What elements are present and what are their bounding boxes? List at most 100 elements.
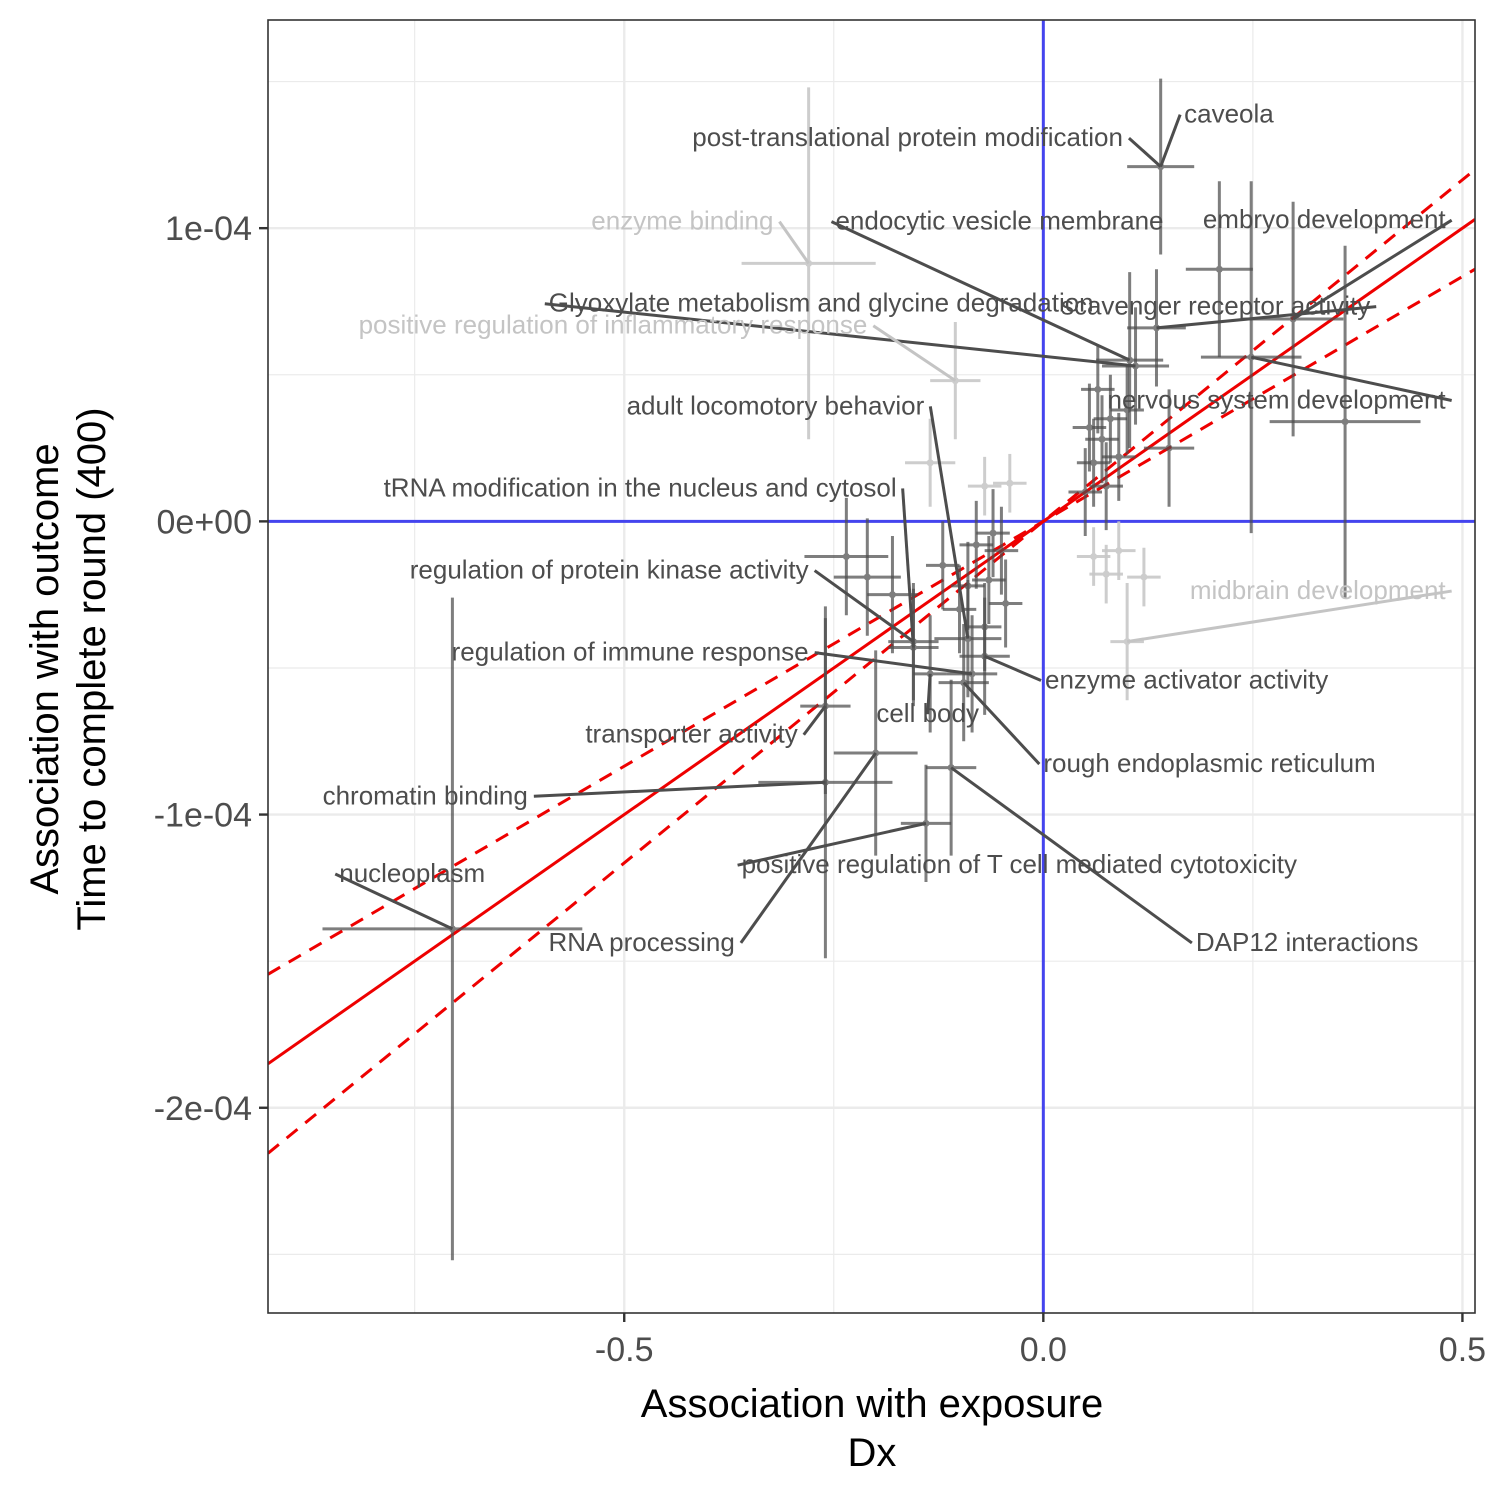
data-point <box>833 518 901 636</box>
point-marker <box>964 582 972 590</box>
point-label: tRNA modification in the nucleus and cyt… <box>384 472 897 502</box>
label-leader-line <box>334 872 454 931</box>
label-leader-line <box>950 766 1193 945</box>
label-leader-line <box>1126 589 1452 644</box>
point-label: regulation of protein kinase activity <box>410 555 809 585</box>
data-point <box>1127 547 1161 607</box>
label-leader-line <box>1156 305 1377 330</box>
label-leader-line <box>737 821 927 867</box>
label-leader-line <box>739 752 877 944</box>
point-label: caveola <box>1184 99 1274 129</box>
point-marker <box>1115 547 1123 555</box>
label-leader-line <box>926 673 932 715</box>
data-point <box>1110 365 1144 454</box>
label-leader-line <box>1292 218 1453 321</box>
point-marker <box>981 623 989 631</box>
point-marker <box>939 561 947 569</box>
point-marker <box>1081 488 1089 496</box>
data-point <box>905 418 956 507</box>
point-marker <box>1106 415 1114 423</box>
label-leader-line <box>830 220 1131 362</box>
point-marker <box>1102 482 1110 490</box>
point-marker <box>1102 570 1110 578</box>
data-point <box>1081 345 1115 434</box>
point-label: DAP12 interactions <box>1196 927 1419 957</box>
point-label: enzyme activator activity <box>1045 664 1328 694</box>
point-marker <box>981 482 989 490</box>
data-point <box>1089 442 1123 531</box>
point-label: enzyme binding <box>591 206 773 236</box>
x-axis-title-line2: Dx <box>848 1431 897 1475</box>
point-marker <box>956 605 964 613</box>
point-marker <box>888 591 896 599</box>
point-marker <box>985 576 993 584</box>
x-tick-label: 0.0 <box>1020 1331 1067 1369</box>
point-marker <box>1090 459 1098 467</box>
data-point <box>993 453 1027 513</box>
point-marker <box>926 459 934 467</box>
label-leader-line <box>901 488 915 648</box>
data-point <box>1072 383 1107 472</box>
y-tick-label: 0e+00 <box>157 503 253 541</box>
point-label: embryo development <box>1203 204 1447 234</box>
point-marker <box>1215 265 1223 273</box>
point-marker <box>1002 599 1010 607</box>
panel-border <box>267 19 1476 1314</box>
point-marker <box>1085 424 1093 432</box>
fit-line <box>268 218 1475 1066</box>
point-marker <box>842 553 850 561</box>
data-point <box>1143 389 1195 507</box>
label-leader-line <box>928 406 970 639</box>
label-leader-line <box>814 651 973 676</box>
point-marker <box>1006 479 1014 487</box>
point-label: positive regulation of T cell mediated c… <box>742 849 1297 879</box>
point-label: scavenger receptor activity <box>1061 291 1370 321</box>
point-label: regulation of immune response <box>452 637 809 667</box>
point-marker <box>1090 553 1098 561</box>
y-tick-label: -1e-04 <box>154 797 252 835</box>
label-leader-line <box>544 302 1136 368</box>
y-axis-title-line1: Association with outcome <box>23 443 67 894</box>
point-label: rough endoplasmic reticulum <box>1043 748 1375 778</box>
data-point <box>804 497 889 616</box>
point-label: positive regulation of inflammatory resp… <box>359 310 868 340</box>
label-leader-line <box>533 780 826 798</box>
x-axis-title-line1: Association with exposure <box>641 1382 1103 1426</box>
y-tick-label: 1e-04 <box>165 210 252 248</box>
data-point <box>1089 544 1123 604</box>
point-marker <box>1123 406 1131 414</box>
data-point <box>951 541 985 630</box>
label-leader-line <box>778 220 810 265</box>
point-marker <box>1165 444 1173 452</box>
label-leader-line <box>1159 114 1182 168</box>
data-point <box>1185 181 1253 358</box>
point-marker <box>989 529 997 537</box>
data-point <box>976 489 1010 578</box>
point-marker <box>1115 453 1123 461</box>
point-label: nucleoplasm <box>339 858 485 888</box>
point-label: post-translational protein modification <box>692 122 1123 152</box>
point-marker <box>1098 435 1106 443</box>
point-marker <box>1341 418 1349 426</box>
label-leader-line <box>962 681 1041 766</box>
data-point <box>1269 245 1421 598</box>
fit-ci-lower <box>268 267 1475 976</box>
point-marker <box>863 573 871 581</box>
label-leader-line <box>802 705 827 736</box>
label-leader-line <box>984 654 1042 682</box>
axis-ticks: -0.5 0.0 0.5 1e-04 0e+00 -1e-04 -2e-04 <box>154 210 1486 1369</box>
data-point <box>984 506 1019 595</box>
data-point <box>925 521 960 610</box>
label-leader-line <box>872 324 957 382</box>
point-label: endocytic vesicle membrane <box>835 206 1163 236</box>
point-label: Glyoxylate metabolism and glycine degrad… <box>549 288 1094 318</box>
point-label: midbrain development <box>1190 575 1447 605</box>
reference-lines <box>268 20 1475 1313</box>
data-point <box>1102 521 1136 581</box>
point-label: RNA processing <box>548 927 734 957</box>
point-label: transporter activity <box>585 719 797 749</box>
label-leader-line <box>1250 355 1452 402</box>
x-tick-label: -0.5 <box>595 1331 654 1369</box>
label-leader-line <box>1127 136 1162 168</box>
